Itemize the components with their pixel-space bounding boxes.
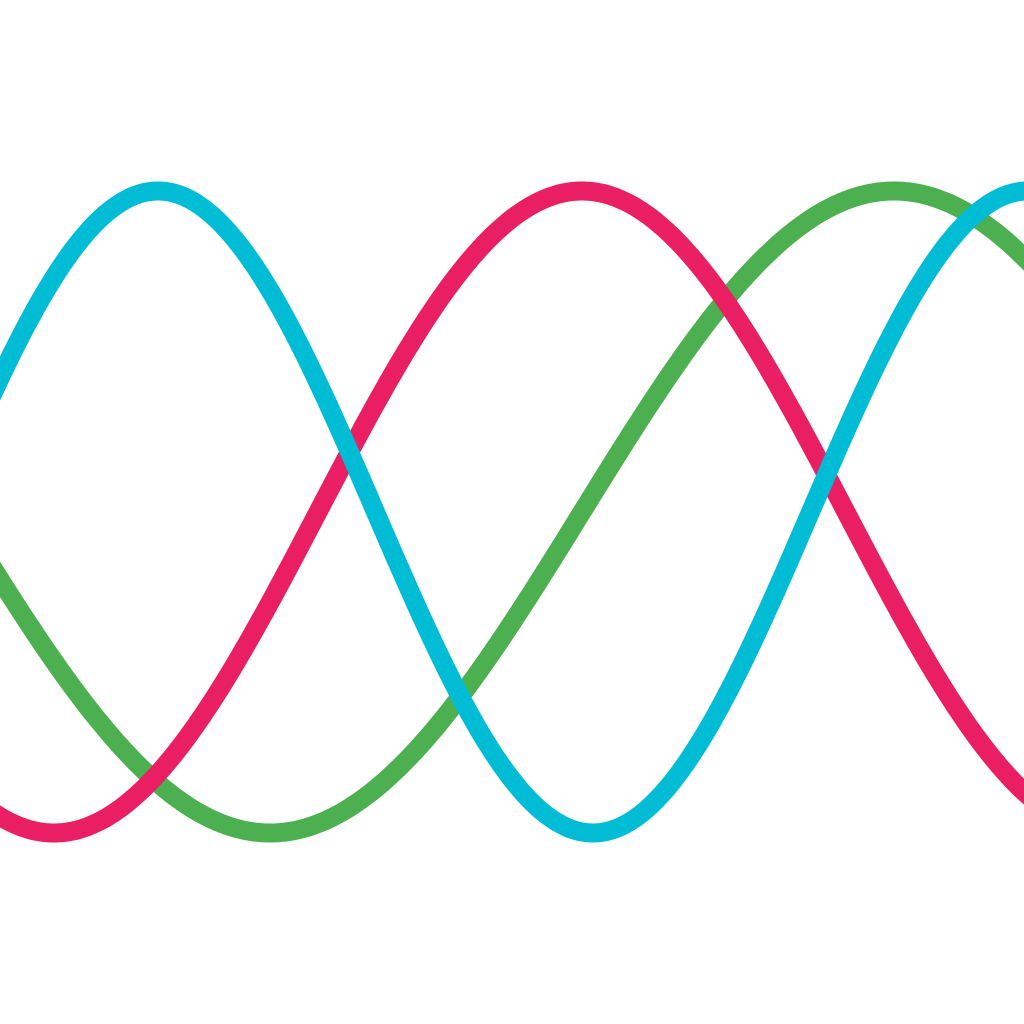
cyan-wave	[0, 181, 1024, 843]
pink-wave	[0, 181, 1024, 843]
